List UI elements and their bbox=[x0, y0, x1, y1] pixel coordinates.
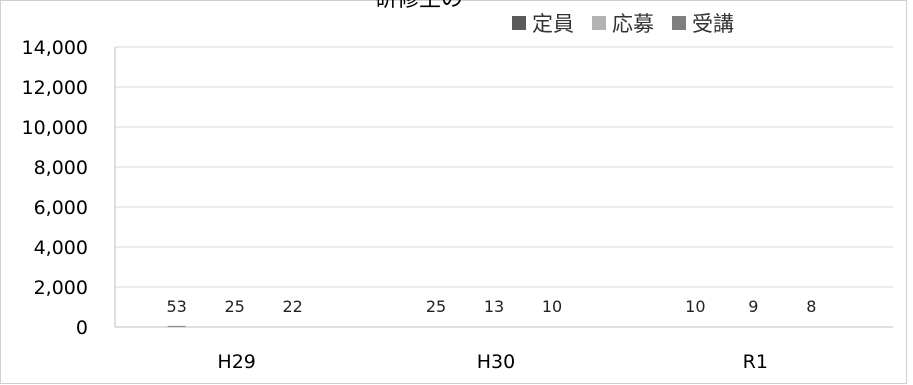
data-label: 8 bbox=[806, 297, 816, 316]
chart-title: 研修生の bbox=[375, 0, 463, 12]
y-tick-label: 10,000 bbox=[22, 117, 88, 139]
gridlines bbox=[115, 46, 893, 288]
data-labels: 53 25 22 25 13 10 10 9 8 bbox=[166, 297, 816, 316]
y-tick-label: 0 bbox=[76, 317, 88, 339]
data-label: 10 bbox=[542, 297, 562, 316]
legend-swatch bbox=[672, 16, 686, 30]
bar bbox=[167, 325, 186, 327]
legend-label: 受講 bbox=[692, 12, 734, 36]
y-tick-label: 6,000 bbox=[34, 197, 88, 219]
y-tick-label: 2,000 bbox=[34, 277, 88, 299]
data-label: 25 bbox=[426, 297, 446, 316]
legend-label: 定員 bbox=[532, 12, 574, 36]
y-axis: 0 2,000 4,000 6,000 8,000 10,000 12,000 14,000 bbox=[22, 37, 116, 339]
x-tick-label: H30 bbox=[477, 351, 515, 373]
legend-swatch bbox=[592, 16, 606, 30]
data-label: 10 bbox=[685, 297, 705, 316]
x-tick-label: H29 bbox=[217, 351, 255, 373]
data-label: 25 bbox=[224, 297, 244, 316]
y-tick-label: 12,000 bbox=[22, 77, 88, 99]
y-tick-label: 14,000 bbox=[22, 37, 88, 59]
data-label: 13 bbox=[484, 297, 504, 316]
legend: 定員 応募 受講 bbox=[512, 12, 734, 36]
legend-swatch bbox=[512, 16, 526, 30]
data-label: 53 bbox=[166, 297, 186, 316]
data-label: 22 bbox=[282, 297, 302, 316]
x-axis: H29 H30 R1 bbox=[115, 326, 893, 373]
y-tick-label: 4,000 bbox=[34, 237, 88, 259]
x-tick-label: R1 bbox=[743, 351, 768, 373]
data-label: 9 bbox=[748, 297, 758, 316]
legend-label: 応募 bbox=[612, 12, 654, 36]
y-tick-label: 8,000 bbox=[34, 157, 88, 179]
